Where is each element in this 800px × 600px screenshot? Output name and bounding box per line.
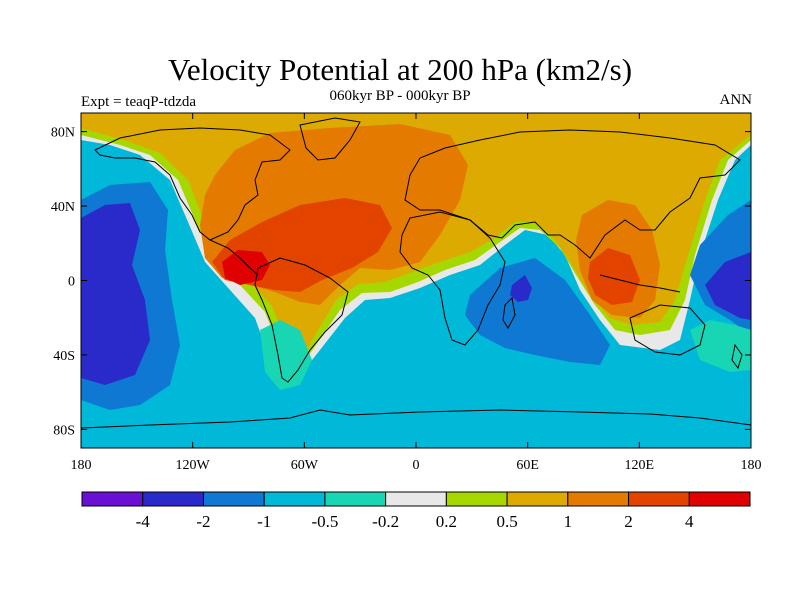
longitude-axis: 180 120W 60W 0 60E 120E 180 — [71, 113, 762, 473]
lat-tick-label: 80N — [51, 126, 75, 141]
lon-tick-label: 60E — [516, 458, 539, 473]
coastline-madagascar — [502, 296, 516, 329]
colorbar-label: -1 — [257, 512, 271, 531]
experiment-label: Expt = teaqP-tdzda — [81, 94, 197, 110]
lon-tick-label: 180 — [741, 458, 762, 473]
contour-band-neg2-pacific-west — [81, 203, 150, 385]
coastline-eurasia — [404, 129, 741, 259]
colorbar-swatch — [324, 491, 387, 507]
lat-tick-label: 40S — [53, 349, 75, 364]
colorbar-label: 1 — [564, 512, 573, 531]
lat-tick-label: 0 — [68, 275, 75, 290]
colorbar: -4 -2 -1 -0.5 -0.2 0.2 0.5 1 2 4 — [81, 491, 751, 531]
lon-tick-label: 120E — [625, 458, 655, 473]
colorbar-swatch — [567, 491, 630, 507]
coastlines — [81, 117, 751, 429]
contour-band-neg-south-west — [260, 320, 312, 390]
lat-tick-label: 80S — [53, 423, 75, 438]
contour-band-max-americas — [222, 250, 270, 285]
colorbar-label: 4 — [685, 512, 694, 531]
colorbar-label: 0.5 — [496, 512, 517, 531]
coastline-australia — [629, 304, 706, 356]
coastline-antarctica — [81, 409, 751, 429]
contour-band-neg2-indian — [510, 275, 532, 302]
lat-tick-label: 40N — [51, 200, 75, 215]
coastline-south-america — [254, 257, 349, 383]
colorbar-swatch — [628, 491, 690, 507]
lon-tick-label: 0 — [413, 458, 420, 473]
colorbar-label: 2 — [624, 512, 633, 531]
colorbar-label: -0.5 — [311, 512, 338, 531]
colorbar-label: -0.2 — [372, 512, 399, 531]
contour-band-4-asia — [588, 248, 640, 305]
colorbar-swatch — [506, 491, 569, 507]
coastline-africa — [399, 211, 506, 346]
coastline-greenland — [299, 117, 361, 161]
colorbar-swatch — [142, 491, 204, 507]
lon-tick-label: 120W — [176, 458, 211, 473]
colorbar-swatch — [81, 491, 144, 507]
colorbar-swatch — [688, 491, 751, 507]
map-title: Velocity Potential at 200 hPa (km2/s) — [167, 52, 633, 87]
contour-field — [81, 113, 751, 448]
lon-tick-label: 60W — [291, 458, 319, 473]
lon-tick-label: 180 — [71, 458, 92, 473]
coastline-maritime-continent — [599, 274, 681, 293]
coastline-central-america — [209, 239, 259, 276]
contour-band-south-east — [690, 320, 751, 372]
colorbar-swatch — [202, 491, 265, 507]
latitude-axis: 80N 40N 0 40S 80S — [51, 126, 751, 438]
season-label: ANN — [719, 92, 753, 108]
contour-band-neg-indian — [465, 258, 610, 365]
contour-band-neg2-pacific-east — [705, 252, 751, 320]
map-subtitle: 060kyr BP - 000kyr BP — [329, 88, 471, 104]
colorbar-swatch — [445, 491, 508, 507]
colorbar-label: -2 — [196, 512, 210, 531]
colorbar-label: 0.2 — [436, 512, 457, 531]
colorbar-label: -4 — [136, 512, 151, 531]
colorbar-swatch — [385, 491, 447, 507]
coastline-new-zealand — [731, 343, 743, 370]
coastline-north-america — [94, 127, 291, 241]
colorbar-swatch — [263, 491, 326, 507]
